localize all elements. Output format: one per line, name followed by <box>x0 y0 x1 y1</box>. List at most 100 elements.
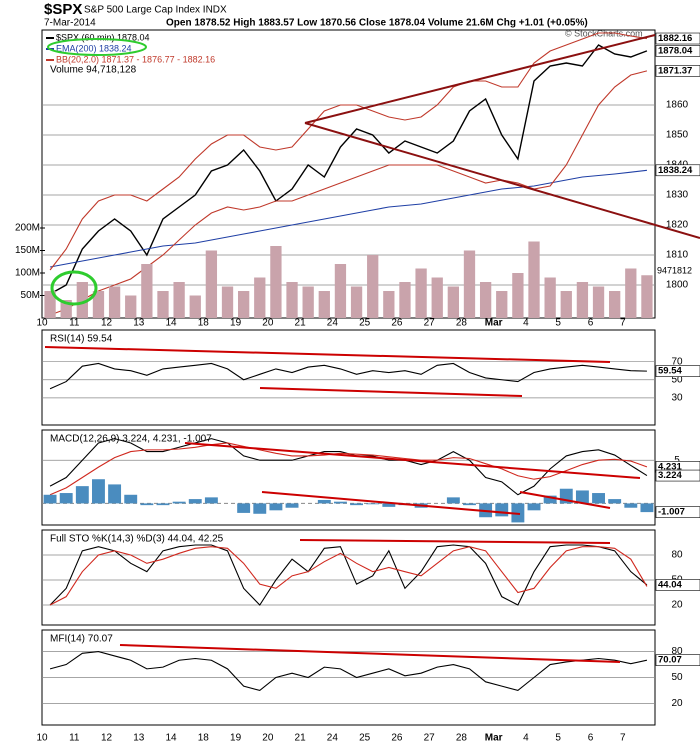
y-tick-label: 1860 <box>666 100 689 111</box>
volume-bar <box>447 286 460 318</box>
volume-bar <box>125 295 137 318</box>
y-tick-label: 100M <box>15 268 40 279</box>
value-box <box>655 654 700 666</box>
volume-bar <box>625 268 637 318</box>
trend-line <box>304 34 656 124</box>
x-tick-label: 28 <box>456 733 468 744</box>
highlight-circle <box>47 38 147 56</box>
volume-bar <box>254 277 266 318</box>
volume-bar <box>189 295 201 318</box>
index-name: S&P 500 Large Cap Index INDX <box>84 5 227 16</box>
trend-line <box>519 491 611 509</box>
x-tick-label: 12 <box>101 733 113 744</box>
x-tick-label: 21 <box>295 318 307 329</box>
x-tick-label: 14 <box>165 733 177 744</box>
y-tick-label: 70 <box>671 356 683 367</box>
y-tick-label: 80 <box>671 550 683 561</box>
x-tick-label: 18 <box>198 318 210 329</box>
volume-bar <box>399 282 411 318</box>
volume-bar <box>44 291 56 318</box>
histogram-bar <box>156 503 170 506</box>
volume-bar <box>237 291 250 318</box>
y-tick-label: 1830 <box>666 190 689 201</box>
volume-bar <box>302 286 314 318</box>
x-tick-label: 27 <box>424 318 436 329</box>
value-box <box>655 65 700 77</box>
volume-bar <box>60 300 72 318</box>
panel-title: MACD(12,26,9) 3.224, 4.231, -1.007 <box>50 434 212 445</box>
y-tick-label: 1820 <box>666 220 689 231</box>
histogram-bar <box>575 490 589 504</box>
histogram-bar <box>124 494 138 504</box>
histogram-bar <box>269 503 283 511</box>
histogram-bar <box>140 503 154 506</box>
x-tick-label: 25 <box>359 318 371 329</box>
volume-bar <box>367 255 379 318</box>
histogram-bar <box>608 499 622 504</box>
histogram-bar <box>253 503 267 514</box>
value-label: -1.007 <box>658 507 685 518</box>
x-tick-label: 14 <box>165 318 177 329</box>
x-tick-label: 13 <box>133 733 145 744</box>
value-box <box>655 164 700 177</box>
series-line <box>49 169 647 268</box>
x-tick-label: 26 <box>391 733 403 744</box>
histogram-bar <box>204 497 218 504</box>
x-tick-label: Mar <box>485 318 503 329</box>
histogram-bar <box>188 499 202 504</box>
histogram-bar <box>592 493 605 504</box>
trend-line <box>304 122 700 239</box>
y-tick-label: 1810 <box>666 250 689 261</box>
legend-entry: $SPX (60 min) 1878.04 <box>56 32 150 42</box>
x-tick-label: 7 <box>620 318 626 329</box>
value-label: 1878.04 <box>658 45 693 56</box>
volume-bar <box>205 250 218 318</box>
histogram-bar <box>543 495 557 504</box>
x-tick-label: 10 <box>36 318 48 329</box>
volume-bar <box>463 250 476 318</box>
value-box <box>655 579 700 591</box>
volume-bar <box>560 291 572 318</box>
value-box <box>655 365 700 377</box>
trend-line <box>44 346 611 363</box>
volume-bar <box>544 277 556 318</box>
x-tick-label: 6 <box>588 733 594 744</box>
value-box <box>655 469 700 482</box>
volume-bar <box>592 286 605 318</box>
x-tick-label: 12 <box>101 318 113 329</box>
series-line <box>49 362 647 390</box>
x-tick-label: 19 <box>230 733 242 744</box>
panel-title: RSI(14) 59.54 <box>50 334 113 345</box>
x-tick-label: 7 <box>620 733 626 744</box>
trend-line <box>261 491 521 515</box>
legend-entry: EMA(200) 1838.24 <box>56 43 132 53</box>
x-tick-label: 20 <box>262 733 274 744</box>
trend-line <box>184 442 641 479</box>
date: 7-Mar-2014 <box>44 18 96 29</box>
x-tick-label: 19 <box>230 318 242 329</box>
volume-bar <box>221 286 234 318</box>
y-tick-label: 5 <box>674 455 680 466</box>
trend-line <box>119 644 621 663</box>
panel-title: Full STO %K(14,3) %D(3) 44.04, 42.25 <box>50 534 224 545</box>
x-tick-label: 21 <box>295 733 307 744</box>
trend-line <box>299 539 611 544</box>
value-label: 3.224 <box>658 470 682 481</box>
volume-bar <box>383 291 395 318</box>
histogram-bar <box>317 499 331 504</box>
x-tick-label: 28 <box>456 318 468 329</box>
x-tick-label: 4 <box>523 733 529 744</box>
series-line <box>49 70 648 316</box>
histogram-bar <box>624 503 638 508</box>
x-tick-label: 5 <box>555 318 561 329</box>
y-tick-label: 200M <box>15 223 40 234</box>
x-tick-label: 6 <box>588 318 594 329</box>
legend-entry: BB(20,2.0) 1871.37 - 1876.77 - 1882.16 <box>56 54 215 64</box>
series-line <box>49 32 648 271</box>
series-line <box>49 442 648 496</box>
y-tick-label: 30 <box>671 392 683 403</box>
symbol: $SPX <box>44 1 82 18</box>
series-line <box>49 651 648 692</box>
panel-frame <box>41 529 656 626</box>
